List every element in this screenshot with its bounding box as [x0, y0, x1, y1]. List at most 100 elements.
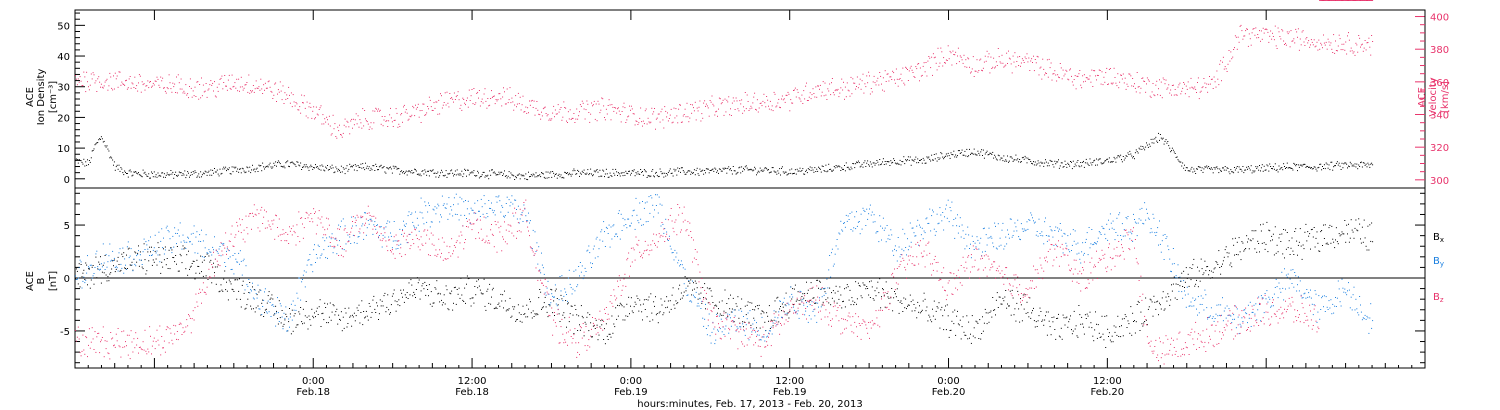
- density-series-point: [220, 173, 222, 175]
- velocity-series-point: [1159, 79, 1160, 81]
- density-series-point: [543, 176, 545, 178]
- velocity-series-point: [746, 94, 748, 96]
- density-series-point: [1272, 168, 1273, 170]
- velocity-series-point: [957, 47, 959, 49]
- density-series-point: [1103, 162, 1105, 164]
- bx-series-point: [388, 309, 390, 311]
- by-series-point: [115, 265, 117, 267]
- velocity-series-point: [1071, 75, 1072, 77]
- velocity-series-point: [1196, 92, 1197, 93]
- density-series-point: [1112, 161, 1114, 162]
- velocity-series-point: [1058, 77, 1060, 79]
- velocity-series-point: [210, 80, 212, 82]
- bx-series-point: [1273, 254, 1275, 256]
- bx-series-point: [479, 289, 481, 291]
- bx-series-point: [1231, 266, 1233, 268]
- density-series-point: [165, 174, 167, 176]
- velocity-series-point: [1088, 78, 1090, 80]
- velocity-series-point: [190, 87, 192, 89]
- density-series-point: [1058, 167, 1060, 169]
- velocity-series-point: [315, 117, 316, 119]
- bx-series-point: [422, 283, 424, 285]
- by-series-point: [614, 235, 616, 237]
- bx-series-point: [415, 297, 416, 298]
- bx-series-point: [766, 312, 768, 314]
- bx-series-point: [614, 326, 616, 328]
- velocity-series-point: [255, 80, 257, 82]
- density-series-point: [118, 164, 120, 166]
- bx-series-point: [1071, 329, 1072, 331]
- velocity-series-point: [253, 91, 255, 93]
- bx-series-point: [1071, 333, 1073, 335]
- bx-series-point: [724, 289, 726, 291]
- density-series-point: [152, 176, 154, 178]
- density-series-point: [608, 176, 610, 178]
- velocity-series-point: [614, 107, 616, 108]
- bx-series-point: [426, 285, 428, 286]
- velocity-series-point: [882, 77, 884, 79]
- density-series-point: [730, 168, 731, 170]
- velocity-series-point: [286, 94, 288, 96]
- velocity-series-point: [646, 123, 648, 125]
- bx-series-point: [403, 301, 405, 303]
- density-series-point: [894, 160, 895, 161]
- bx-series-point: [1120, 336, 1122, 338]
- density-series-point: [978, 152, 980, 154]
- density-series-point: [573, 168, 575, 170]
- by-series-point: [525, 215, 527, 217]
- density-series-point: [1310, 167, 1311, 169]
- velocity-series-point: [721, 102, 723, 104]
- velocity-series-point: [993, 57, 995, 59]
- density-series-point: [808, 169, 810, 171]
- density-series-point: [427, 170, 429, 172]
- velocity-series-point: [1157, 94, 1159, 96]
- by-series-point: [91, 277, 93, 279]
- velocity-series-point: [605, 108, 607, 110]
- bx-series-point: [78, 263, 80, 265]
- bx-series-point: [171, 249, 173, 251]
- density-series-point: [1166, 142, 1168, 144]
- density-series-point: [676, 174, 678, 176]
- bx-series-point: [213, 262, 214, 264]
- density-series-point: [335, 166, 337, 168]
- bx-series-point: [442, 302, 444, 304]
- velocity-series-point: [631, 108, 633, 110]
- velocity-series-point: [383, 119, 385, 121]
- velocity-series-point: [638, 122, 640, 124]
- density-series-point: [713, 170, 715, 172]
- density-series-point: [556, 177, 558, 179]
- bx-series-point: [958, 324, 960, 326]
- bx-series-point: [394, 300, 396, 302]
- bx-series-point: [1289, 254, 1291, 255]
- density-series-point: [1197, 168, 1198, 170]
- velocity-series-point: [469, 100, 471, 101]
- density-series-point: [949, 157, 951, 159]
- velocity-series-point: [926, 75, 928, 77]
- bx-series-point: [540, 291, 542, 293]
- density-series-point: [906, 160, 907, 162]
- velocity-series-point: [1191, 86, 1193, 88]
- bx-series-point: [475, 294, 477, 296]
- density-series-point: [649, 176, 651, 178]
- velocity-series-point: [84, 76, 86, 78]
- bx-series-point: [769, 328, 771, 329]
- bx-series-point: [982, 330, 984, 332]
- by-series-point: [388, 236, 390, 238]
- bx-series-point: [1331, 225, 1333, 227]
- density-series-point: [832, 169, 834, 171]
- bx-series-point: [594, 328, 596, 329]
- velocity-series-point: [448, 106, 450, 108]
- by-series-point: [83, 276, 85, 278]
- bx-series-point: [401, 292, 403, 294]
- bx-series-point: [1234, 237, 1236, 239]
- bx-series-point: [642, 303, 644, 305]
- density-series-point: [815, 171, 817, 172]
- bx-series-point: [126, 254, 127, 256]
- bx-series-point: [680, 292, 682, 294]
- bx-series-point: [108, 280, 110, 282]
- bx-series-point: [722, 314, 724, 316]
- density-series-point: [114, 169, 116, 171]
- density-series-point: [509, 177, 511, 179]
- density-series-point: [387, 167, 389, 169]
- bx-series-point: [1015, 320, 1017, 322]
